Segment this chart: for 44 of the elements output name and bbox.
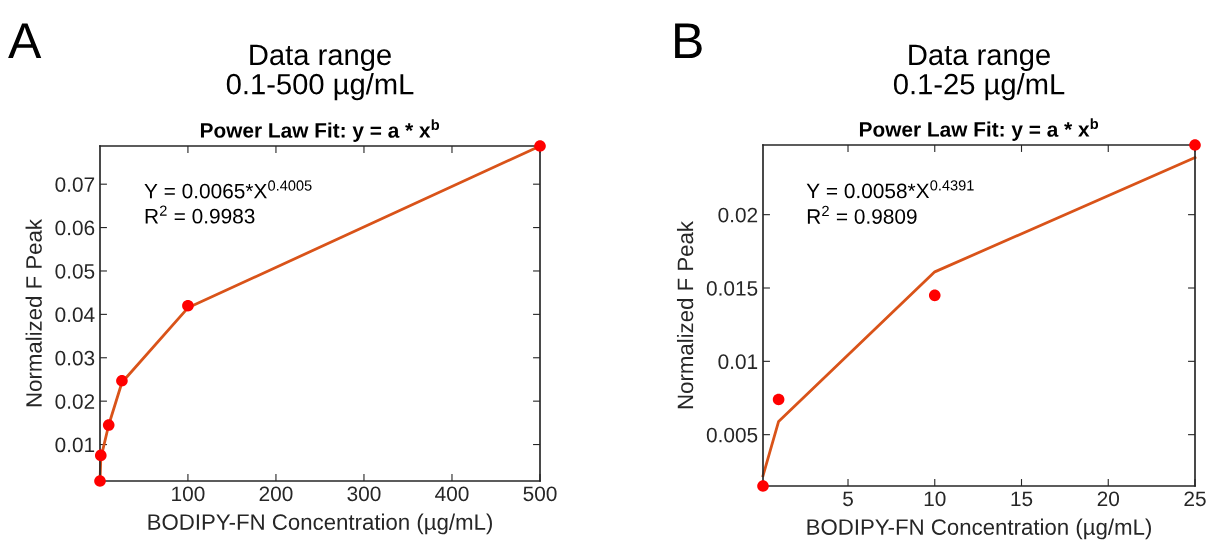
x-axis-title: BODIPY-FN Concentration (µg/mL) bbox=[148, 513, 492, 535]
y-tick-label: 0.02 bbox=[718, 207, 758, 223]
y-tick-label: 0.01 bbox=[718, 354, 758, 370]
y-tick-label: 0.07 bbox=[55, 177, 95, 192]
x-axis-title: BODIPY-FN Concentration (µg/mL) bbox=[807, 518, 1151, 540]
x-tick-label: 20 bbox=[1097, 491, 1120, 507]
point bbox=[928, 289, 941, 302]
x-tick-label: 400 bbox=[435, 486, 469, 502]
point bbox=[94, 449, 107, 462]
chart-subtitle: Data range 0.1-25 µg/mL bbox=[893, 44, 1065, 101]
x-tick-label: 200 bbox=[259, 486, 293, 502]
point bbox=[94, 475, 106, 487]
y-tick-label: 0.05 bbox=[55, 263, 95, 279]
annotation: Y = 0.0065*X$^{0.4005}$ bbox=[144, 180, 312, 199]
annotation: Y = 0.0058*X$^{0.4391}$ bbox=[806, 180, 974, 199]
y-tick-label: 0.02 bbox=[55, 394, 95, 409]
y-tick-label: 0.03 bbox=[55, 350, 95, 366]
annotation: R$^{2}$ = 0.9809 bbox=[807, 205, 917, 224]
chart-title: Power Law Fit: y = a * x$^{b}$ bbox=[859, 118, 1099, 141]
point bbox=[757, 480, 769, 492]
x-tick-label: 25 bbox=[1184, 491, 1206, 507]
y-tick-label: 0.015 bbox=[706, 281, 758, 296]
point bbox=[772, 393, 785, 406]
point bbox=[102, 419, 115, 431]
x-tick-label: 5 bbox=[843, 491, 853, 507]
y-tick-label: 0.01 bbox=[55, 437, 95, 453]
y-axis-title: Normalized F Peak bbox=[676, 220, 694, 409]
x-tick-label: 300 bbox=[347, 486, 381, 502]
line-series bbox=[761, 156, 1197, 478]
text: A bbox=[8, 23, 42, 58]
x-tick-label: 10 bbox=[924, 491, 946, 507]
point bbox=[182, 299, 194, 312]
x-tick-label: 15 bbox=[1011, 491, 1033, 507]
chart-subtitle: Data range 0.1-500 µg/mL bbox=[226, 44, 414, 101]
point bbox=[116, 374, 128, 387]
text: B bbox=[675, 23, 702, 58]
x-tick-label: 100 bbox=[172, 486, 205, 502]
y-tick-label: 0.005 bbox=[706, 427, 758, 443]
y-tick-label: 0.06 bbox=[55, 220, 95, 236]
y-tick-label: 0.04 bbox=[55, 307, 95, 323]
x-tick-label: 500 bbox=[523, 486, 557, 502]
y-axis-title: Normalized F Peak bbox=[25, 218, 42, 407]
chart-title: Power Law Fit: y = a * x$^{b}$ bbox=[200, 119, 440, 142]
annotation: R$^{2}$ = 0.9983 bbox=[145, 205, 255, 224]
